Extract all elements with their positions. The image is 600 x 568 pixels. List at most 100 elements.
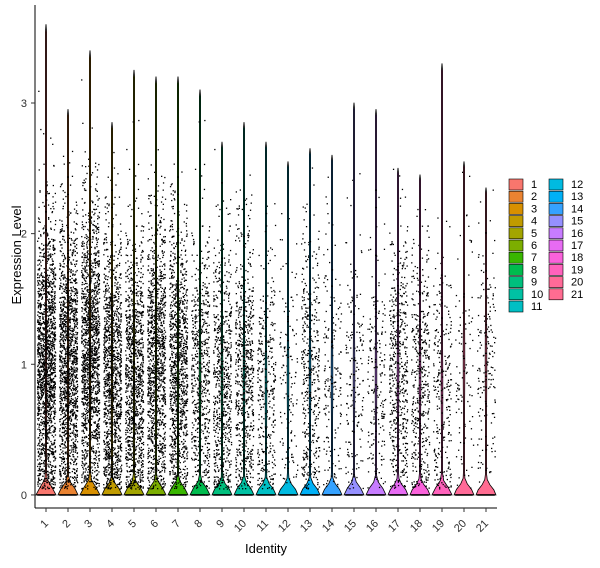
data-point [65,280,67,282]
data-point [108,378,110,380]
data-point [95,325,97,327]
data-point [73,298,75,300]
data-point [47,367,49,369]
data-point [96,428,98,430]
data-point [92,369,94,371]
data-point [87,366,89,368]
data-point [85,257,87,259]
data-point [93,361,95,363]
data-point [69,289,71,292]
data-point [87,383,89,385]
data-point [94,340,96,342]
data-point [88,353,90,355]
data-point [60,304,62,306]
data-point [91,396,93,398]
data-point [109,339,111,341]
data-point [50,419,52,421]
data-point [47,366,50,368]
data-point [67,334,69,337]
data-point [68,211,70,213]
data-point [43,163,45,165]
data-point [38,276,40,279]
data-point [109,422,111,424]
data-point [71,368,73,370]
data-point [73,423,75,425]
data-point [83,385,85,387]
data-point [86,244,88,246]
data-point [38,405,40,407]
data-point [49,445,51,447]
data-point [66,362,68,364]
data-point [48,386,50,388]
data-point [38,312,41,314]
data-point [85,280,87,282]
violin-group-4 [101,122,123,496]
data-point [81,288,83,290]
data-point [95,407,97,409]
data-point [53,392,56,394]
data-point [52,239,55,241]
data-point [63,361,65,363]
data-point [37,347,40,350]
data-point [65,318,67,320]
data-point [39,295,41,297]
data-point [60,424,62,426]
data-point [51,466,53,469]
data-point [53,362,55,364]
data-point [93,331,95,333]
data-point [65,381,67,383]
data-point [76,361,78,363]
data-point [70,271,72,274]
data-point [64,430,66,432]
data-point [37,408,39,410]
data-point [73,388,75,390]
data-point [63,325,65,327]
data-point [97,466,99,468]
data-point [40,235,42,237]
data-point [83,390,85,392]
data-point [48,267,51,269]
data-point [63,230,65,232]
data-point [43,256,45,258]
data-point [39,433,41,435]
data-point [76,400,78,402]
data-point [49,408,52,410]
data-point [69,184,72,186]
data-point [44,424,47,426]
data-point [52,202,54,204]
data-point [60,272,63,275]
data-point [46,343,48,345]
data-point [72,441,74,444]
data-point [47,411,49,413]
data-point [51,364,54,366]
data-point [41,296,44,298]
data-point [41,407,43,409]
data-point [98,163,100,166]
data-point [95,385,97,387]
data-point [98,276,100,278]
data-point [71,394,74,396]
data-point [40,456,42,458]
data-point [94,454,97,457]
data-point [64,378,66,380]
data-point [85,477,87,479]
data-point [91,406,93,408]
data-point [44,251,47,253]
data-point [89,456,91,458]
data-point [43,417,45,419]
data-point [87,485,89,487]
data-point [70,419,73,421]
data-point [52,240,54,242]
data-point [51,483,53,485]
data-point [48,391,51,393]
data-point [64,395,66,398]
data-point [54,370,56,372]
data-point [73,428,75,430]
data-point [40,346,43,348]
data-point [116,403,118,405]
data-point [50,400,52,402]
data-point [91,200,93,202]
data-point [47,351,50,353]
data-point [95,252,97,254]
data-point [74,263,76,266]
